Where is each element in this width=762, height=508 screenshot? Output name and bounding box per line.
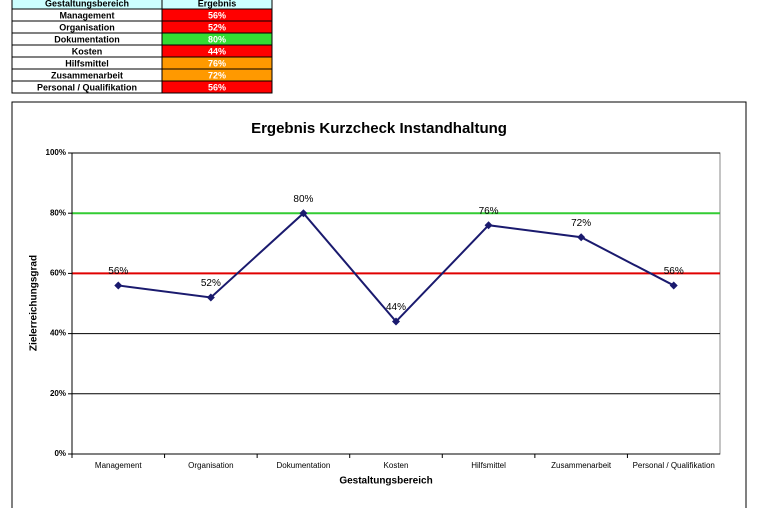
x-tick-label: Hilfsmittel <box>471 461 506 470</box>
table-row-label: Organisation <box>59 22 115 32</box>
x-tick-label: Personal / Qualifikation <box>633 461 715 470</box>
data-point <box>206 293 215 302</box>
x-tick-label: Dokumentation <box>277 461 331 470</box>
y-tick-label: 0% <box>54 449 66 458</box>
chart-title: Ergebnis Kurzcheck Instandhaltung <box>251 120 507 137</box>
x-tick-label: Kosten <box>384 461 409 470</box>
y-tick-label: 100% <box>46 148 66 157</box>
table-row-value: 44% <box>208 46 226 56</box>
table-header-text: Ergebnis <box>198 0 237 8</box>
y-axis-label: Zielerreichungsgrad <box>29 255 40 351</box>
table-row-label: Zusammenarbeit <box>51 70 123 80</box>
data-point <box>669 281 678 290</box>
table-row-label: Management <box>59 10 114 20</box>
data-label: 52% <box>201 278 221 289</box>
table-row-value: 80% <box>208 34 226 44</box>
table-row-value: 52% <box>208 22 226 32</box>
table-row-label: Dokumentation <box>54 34 120 44</box>
table-header-text: Gestaltungsbereich <box>45 0 129 8</box>
y-tick-label: 80% <box>50 208 66 217</box>
data-label: 76% <box>479 206 499 217</box>
x-axis-label: Gestaltungsbereich <box>339 476 432 487</box>
y-tick-label: 60% <box>50 269 66 278</box>
data-point <box>577 233 586 242</box>
x-tick-label: Management <box>95 461 142 470</box>
data-point <box>299 209 308 218</box>
table-result-cell <box>161 80 273 94</box>
data-label: 72% <box>571 218 591 229</box>
plot-area <box>71 152 721 455</box>
data-label: 56% <box>108 266 128 277</box>
data-label: 44% <box>386 302 406 313</box>
table-row-value: 76% <box>208 58 226 68</box>
table-row-label: Kosten <box>72 46 103 56</box>
data-point <box>484 221 493 230</box>
data-point <box>114 281 123 290</box>
data-point <box>392 317 400 326</box>
y-tick-label: 40% <box>50 329 66 338</box>
x-tick-label: Organisation <box>188 461 233 470</box>
data-label: 80% <box>293 194 313 205</box>
table-row-label: Hilfsmittel <box>65 58 109 68</box>
x-tick-label: Zusammenarbeit <box>551 461 612 470</box>
table-row-value: 72% <box>208 70 226 80</box>
data-label: 56% <box>664 266 684 277</box>
table-row-value: 56% <box>208 82 226 92</box>
table-row-label: Personal / Qualifikation <box>37 82 137 92</box>
y-tick-label: 20% <box>50 389 66 398</box>
table-row-value: 56% <box>208 10 226 20</box>
